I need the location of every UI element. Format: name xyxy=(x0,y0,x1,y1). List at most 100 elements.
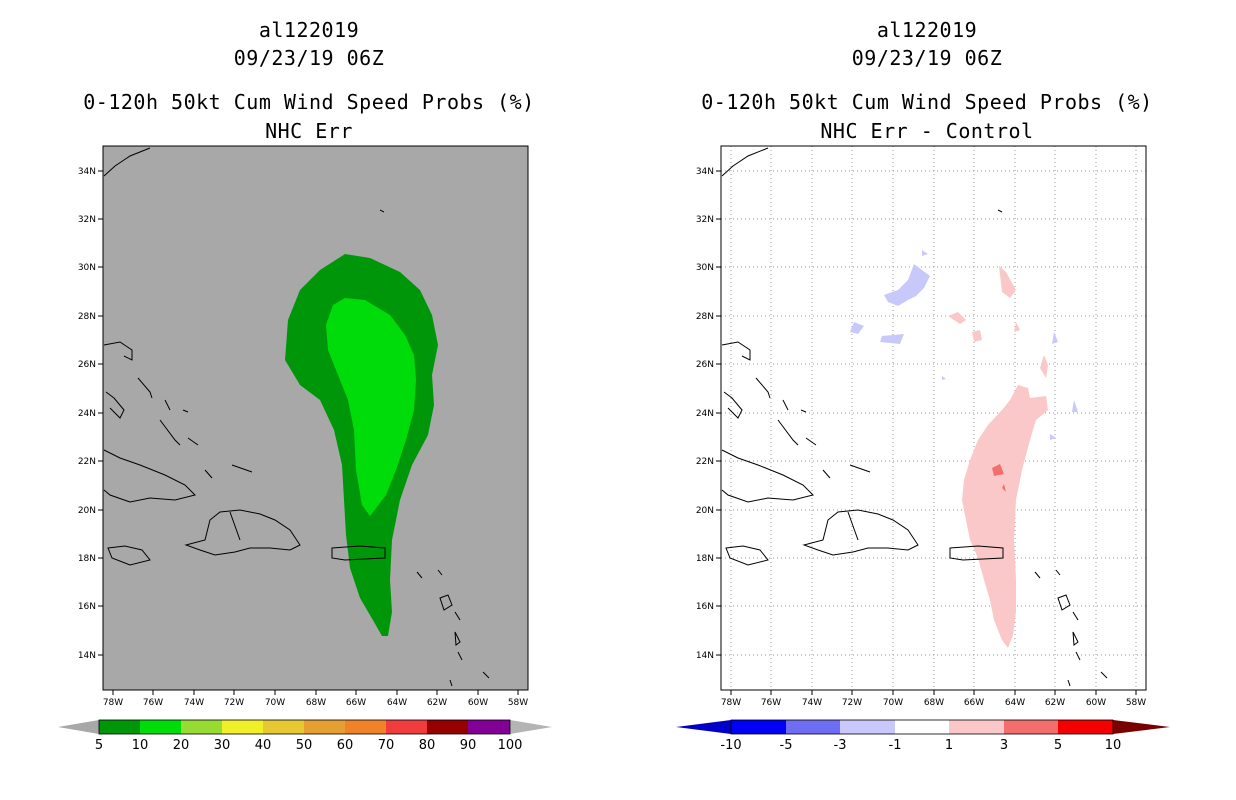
right-map-svg: 34N 32N 30N 28N 26N 24N 22N 20N 18N 16N … xyxy=(676,145,1170,753)
colorbar-right-arrow xyxy=(510,720,552,734)
colorbar-label: 80 xyxy=(419,738,436,753)
lat-label: 34N xyxy=(78,167,96,177)
colorbar-swatch xyxy=(222,720,263,734)
colorbar-swatch xyxy=(949,720,1004,734)
lat-label: 28N xyxy=(696,312,714,322)
lon-label: 78W xyxy=(103,698,123,708)
storm-id-title: al122019 xyxy=(876,18,978,42)
lat-label: 18N xyxy=(696,554,714,564)
lat-label: 26N xyxy=(696,360,714,370)
lat-label: 14N xyxy=(78,651,96,661)
lat-label: 24N xyxy=(696,409,714,419)
colorbar-swatch xyxy=(427,720,468,734)
colorbar-swatch xyxy=(304,720,345,734)
product-title: 0-120h 50kt Cum Wind Speed Probs (%) xyxy=(83,90,535,114)
colorbar-label: -5 xyxy=(780,738,793,753)
colorbar-label: 90 xyxy=(460,738,477,753)
lat-label: 14N xyxy=(696,651,714,661)
colorbar-label: -10 xyxy=(720,738,741,753)
colorbar-label: 1 xyxy=(945,738,953,753)
lon-label: 78W xyxy=(721,698,741,708)
colorbar-swatch xyxy=(99,720,140,734)
lon-label: 62W xyxy=(427,698,447,708)
lat-label: 34N xyxy=(696,167,714,177)
lat-label: 22N xyxy=(696,457,714,467)
lon-label: 66W xyxy=(346,698,366,708)
lat-label: 22N xyxy=(78,457,96,467)
lon-label: 64W xyxy=(387,698,407,708)
left-map-svg: 34N 32N 30N 28N 26N 24N 22N 20N 18N 16N … xyxy=(58,145,552,753)
lon-label: 76W xyxy=(761,698,781,708)
diff-negative-1 xyxy=(850,250,1078,440)
left-tick-marks xyxy=(98,170,519,695)
lat-label: 30N xyxy=(78,263,96,273)
colorbar-label: 3 xyxy=(1000,738,1008,753)
prob-contour-10 xyxy=(326,298,416,516)
lon-label: 72W xyxy=(842,698,862,708)
lat-label: 30N xyxy=(696,263,714,273)
product-title: 0-120h 50kt Cum Wind Speed Probs (%) xyxy=(701,90,1153,114)
diff-positive-1 xyxy=(948,266,1048,648)
lat-label: 32N xyxy=(78,215,96,225)
colorbar-swatch xyxy=(181,720,222,734)
lon-label: 70W xyxy=(265,698,285,708)
left-panel: al122019 09/23/19 06Z 0-120h 50kt Cum Wi… xyxy=(58,18,552,753)
colorbar-left-arrow xyxy=(58,720,99,734)
lon-label: 74W xyxy=(802,698,822,708)
right-colorbar: -10 -5 -3 -1 1 3 5 10 xyxy=(676,719,1170,753)
colorbar-label: -1 xyxy=(889,738,902,753)
subtitle: NHC Err xyxy=(265,119,353,143)
lon-label: 58W xyxy=(1126,698,1146,708)
lat-label: 32N xyxy=(696,215,714,225)
colorbar-label: 50 xyxy=(296,738,313,753)
colorbar-swatch xyxy=(731,720,786,734)
lat-label: 24N xyxy=(78,409,96,419)
lon-label: 70W xyxy=(883,698,903,708)
colorbar-label: 40 xyxy=(255,738,272,753)
date-title: 09/23/19 06Z xyxy=(233,46,385,70)
colorbar-label: 70 xyxy=(378,738,395,753)
colorbar-swatch xyxy=(895,720,949,734)
lon-label: 60W xyxy=(468,698,488,708)
colorbar-swatch xyxy=(1004,720,1058,734)
colorbar-label: 20 xyxy=(173,738,190,753)
lon-label: 60W xyxy=(1086,698,1106,708)
colorbar-right-arrow xyxy=(1113,720,1170,734)
colorbar-label: 30 xyxy=(214,738,231,753)
colorbar-label: 5 xyxy=(95,738,103,753)
subtitle: NHC Err - Control xyxy=(820,119,1034,143)
coastlines xyxy=(721,147,1108,687)
lon-label: 76W xyxy=(143,698,163,708)
lat-label: 26N xyxy=(78,360,96,370)
lon-label: 68W xyxy=(924,698,944,708)
colorbar-swatch xyxy=(468,720,510,734)
right-panel: al122019 09/23/19 06Z 0-120h 50kt Cum Wi… xyxy=(618,0,1236,800)
lon-label: 66W xyxy=(964,698,984,708)
colorbar-swatch xyxy=(140,720,181,734)
diff-positive-3 xyxy=(992,464,1006,492)
colorbar-label: -3 xyxy=(834,738,847,753)
colorbar-swatch xyxy=(786,720,840,734)
colorbar-label: 60 xyxy=(337,738,354,753)
lon-label: 58W xyxy=(508,698,528,708)
lat-label: 18N xyxy=(78,554,96,564)
colorbar-label: 100 xyxy=(498,738,523,753)
lat-label: 16N xyxy=(78,602,96,612)
date-title: 09/23/19 06Z xyxy=(851,46,1003,70)
colorbar-swatch xyxy=(386,720,427,734)
colorbar-label: 10 xyxy=(132,738,149,753)
left-colorbar: 5 10 20 30 40 50 60 70 80 90 100 xyxy=(58,719,552,753)
lat-label: 20N xyxy=(696,506,714,516)
lon-label: 72W xyxy=(224,698,244,708)
lon-label: 64W xyxy=(1005,698,1025,708)
colorbar-swatch xyxy=(345,720,386,734)
lon-label: 74W xyxy=(184,698,204,708)
lat-label: 28N xyxy=(78,312,96,322)
lat-label: 16N xyxy=(696,602,714,612)
coastlines xyxy=(103,147,490,687)
colorbar-swatch xyxy=(1058,720,1113,734)
storm-id-title: al122019 xyxy=(258,18,360,42)
lon-label: 62W xyxy=(1045,698,1065,708)
lat-label: 20N xyxy=(78,506,96,516)
colorbar-left-arrow xyxy=(676,720,731,734)
